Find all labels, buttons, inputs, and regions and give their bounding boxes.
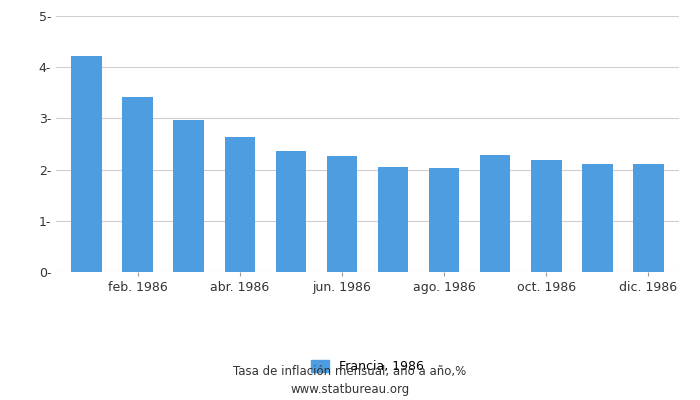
Bar [531, 160, 561, 272]
Bar [480, 155, 510, 272]
Legend: Francia, 1986: Francia, 1986 [311, 360, 424, 373]
Bar [582, 164, 612, 272]
Text: www.statbureau.org: www.statbureau.org [290, 383, 410, 396]
Bar [633, 164, 664, 272]
Bar [327, 156, 357, 272]
Bar [225, 137, 256, 272]
Bar [71, 56, 102, 272]
Bar [122, 98, 153, 272]
Bar [429, 168, 459, 272]
Bar [378, 167, 408, 272]
Bar [276, 151, 306, 272]
Text: Tasa de inflación mensual, año a año,%: Tasa de inflación mensual, año a año,% [233, 365, 467, 378]
Bar [174, 120, 204, 272]
